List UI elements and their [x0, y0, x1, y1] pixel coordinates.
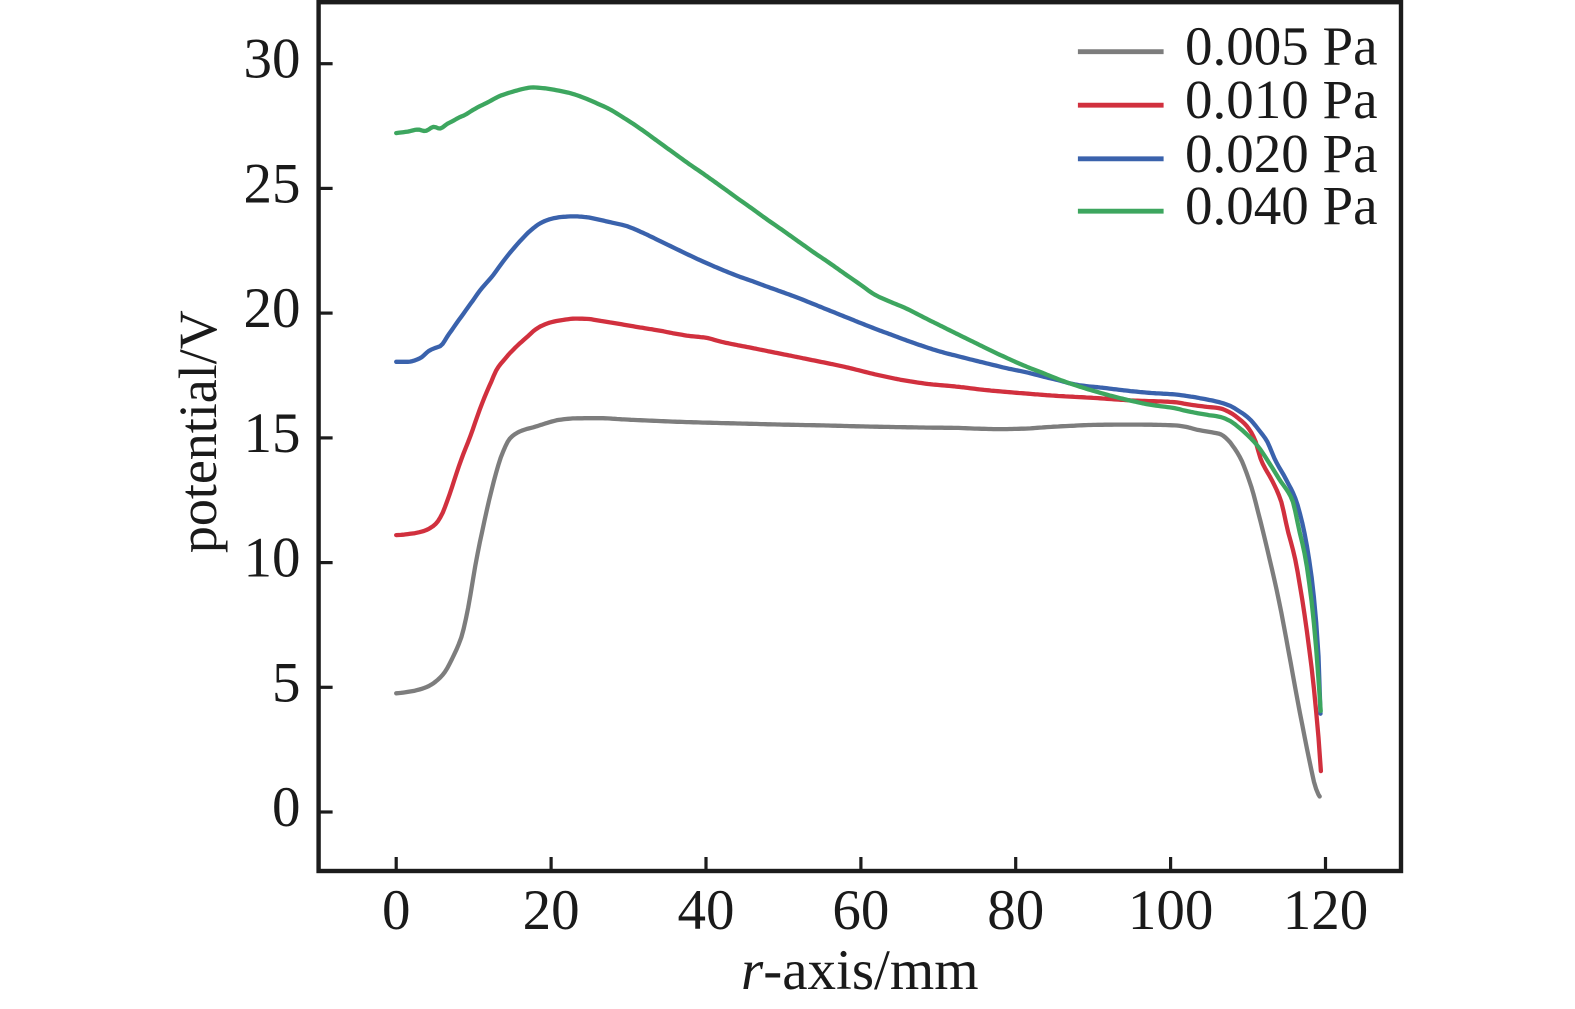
svg-text:80: 80: [987, 879, 1044, 942]
svg-text:10: 10: [244, 527, 301, 590]
svg-text:potential/V: potential/V: [168, 310, 228, 553]
svg-text:120: 120: [1283, 879, 1369, 942]
svg-text:0.010 Pa: 0.010 Pa: [1185, 69, 1378, 130]
svg-text:0.020 Pa: 0.020 Pa: [1185, 123, 1378, 184]
svg-text:20: 20: [244, 277, 301, 340]
svg-text:60: 60: [832, 879, 889, 942]
svg-text:15: 15: [244, 402, 301, 465]
svg-text:30: 30: [244, 28, 301, 91]
svg-text:0: 0: [382, 879, 411, 942]
svg-text:5: 5: [272, 651, 301, 714]
svg-text:20: 20: [523, 879, 580, 942]
svg-text:100: 100: [1128, 879, 1214, 942]
svg-text:25: 25: [244, 152, 301, 215]
svg-text:0.005 Pa: 0.005 Pa: [1185, 16, 1378, 77]
svg-text:0: 0: [272, 776, 301, 839]
svg-text:0.040 Pa: 0.040 Pa: [1185, 175, 1378, 236]
svg-text:40: 40: [678, 879, 735, 942]
svg-text:r-axis/mm: r-axis/mm: [741, 939, 979, 1002]
